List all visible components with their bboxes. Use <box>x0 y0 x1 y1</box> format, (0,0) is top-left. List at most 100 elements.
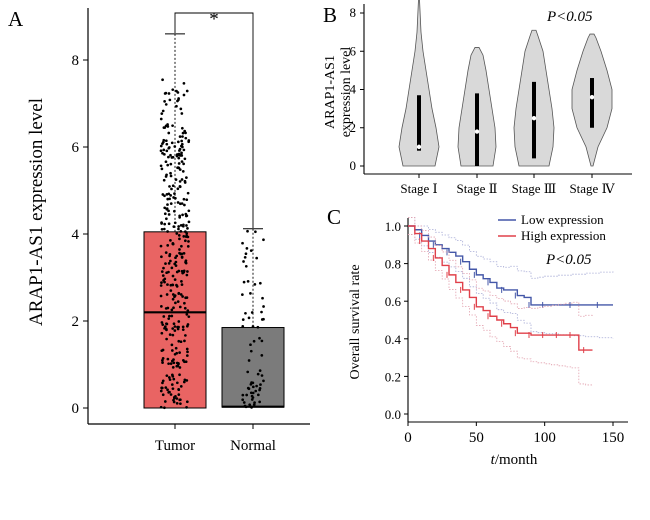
jitter-point <box>175 254 179 258</box>
jitter-point <box>260 339 264 343</box>
jitter-point <box>182 380 186 384</box>
jitter-point <box>177 156 181 160</box>
jitter-point <box>177 292 181 295</box>
jitter-point <box>166 163 170 167</box>
jitter-point <box>259 383 262 386</box>
jitter-point <box>169 283 173 287</box>
jitter-point <box>182 148 186 152</box>
x-tick-label: 0 <box>404 430 412 446</box>
jitter-point <box>169 202 173 205</box>
jitter-point <box>180 139 184 143</box>
jitter-point <box>177 388 181 392</box>
panel-b-y-ticks: 0 2 4 6 8 <box>350 5 364 173</box>
jitter-point <box>180 154 184 157</box>
jitter-point <box>176 300 180 303</box>
jitter-point <box>180 269 184 273</box>
survival-curve-high <box>408 225 593 351</box>
x-tick-label: Stage Ⅳ <box>569 181 615 196</box>
jitter-point <box>180 126 184 130</box>
jitter-point <box>175 270 179 274</box>
jitter-point <box>183 306 187 310</box>
jitter-point <box>179 230 183 233</box>
panel-b-y-axis-label-line1: ARAP1-AS1 <box>323 55 338 129</box>
x-tick-label: Stage Ⅱ <box>457 181 498 196</box>
jitter-point <box>170 383 174 386</box>
jitter-point <box>182 93 186 97</box>
jitter-point <box>175 104 178 108</box>
jitter-point <box>178 185 182 188</box>
jitter-point <box>185 89 189 93</box>
jitter-point <box>161 142 164 146</box>
y-tick-label: 0 <box>350 158 357 173</box>
jitter-point <box>253 401 256 404</box>
jitter-point <box>258 400 261 404</box>
jitter-point <box>167 192 171 196</box>
jitter-point <box>176 187 180 191</box>
jitter-point <box>160 331 164 335</box>
jitter-point <box>170 314 174 318</box>
jitter-point <box>166 197 170 201</box>
jitter-point <box>160 221 163 224</box>
jitter-point <box>242 401 246 404</box>
jitter-point <box>162 138 166 142</box>
jitter-point <box>159 149 163 153</box>
x-tick-label: 150 <box>602 430 625 446</box>
x-tick-label: Tumor <box>155 438 195 454</box>
jitter-point <box>181 295 184 298</box>
jitter-point <box>171 184 175 188</box>
jitter-point <box>181 213 184 217</box>
jitter-point <box>173 295 176 299</box>
jitter-point <box>169 174 173 178</box>
jitter-point <box>161 361 164 364</box>
y-tick-label: 2 <box>350 120 357 135</box>
jitter-point <box>260 318 264 321</box>
jitter-point <box>262 238 265 242</box>
jitter-point <box>256 372 260 376</box>
jitter-point <box>185 406 188 409</box>
jitter-point <box>180 202 184 205</box>
jitter-point <box>166 230 169 233</box>
jitter-point <box>175 232 179 235</box>
jitter-point <box>249 349 253 353</box>
jitter-point <box>184 230 187 233</box>
jitter-point <box>183 301 186 305</box>
jitter-point <box>169 259 172 263</box>
jitter-point <box>262 305 265 308</box>
jitter-point <box>254 230 257 234</box>
survival-curve-low <box>408 225 613 306</box>
y-tick-label: 6 <box>72 140 80 156</box>
jitter-point <box>171 387 175 391</box>
jitter-point <box>162 266 165 270</box>
jitter-point <box>183 203 186 207</box>
jitter-point <box>171 274 175 278</box>
jitter-point <box>252 339 256 343</box>
jitter-point <box>159 244 163 248</box>
panel-b-p-value: P<0.05 <box>546 9 593 25</box>
jitter-point <box>179 107 183 111</box>
jitter-point <box>166 125 170 128</box>
jitter-point <box>180 178 184 181</box>
jitter-point <box>186 245 190 248</box>
jitter-point <box>181 131 185 135</box>
panel-c-survival-curves <box>408 217 614 386</box>
jitter-point <box>160 227 164 231</box>
jitter-point <box>172 361 176 365</box>
jitter-point <box>250 406 253 409</box>
jitter-point <box>246 386 250 390</box>
jitter-point <box>180 255 184 259</box>
jitter-point <box>172 225 176 228</box>
jitter-point <box>176 166 179 170</box>
panel-c-x-ticks: 0 50 100 150 <box>404 422 624 446</box>
jitter-point <box>177 225 180 228</box>
panel-b-violins <box>398 0 613 167</box>
jitter-point <box>248 403 252 407</box>
jitter-point <box>180 283 184 286</box>
jitter-point <box>160 167 164 171</box>
jitter-point <box>186 309 190 312</box>
jitter-point <box>164 251 168 254</box>
jitter-point <box>177 362 180 366</box>
jitter-point <box>183 179 187 183</box>
jitter-point <box>168 185 171 188</box>
jitter-point <box>244 311 247 315</box>
jitter-point <box>167 317 171 321</box>
